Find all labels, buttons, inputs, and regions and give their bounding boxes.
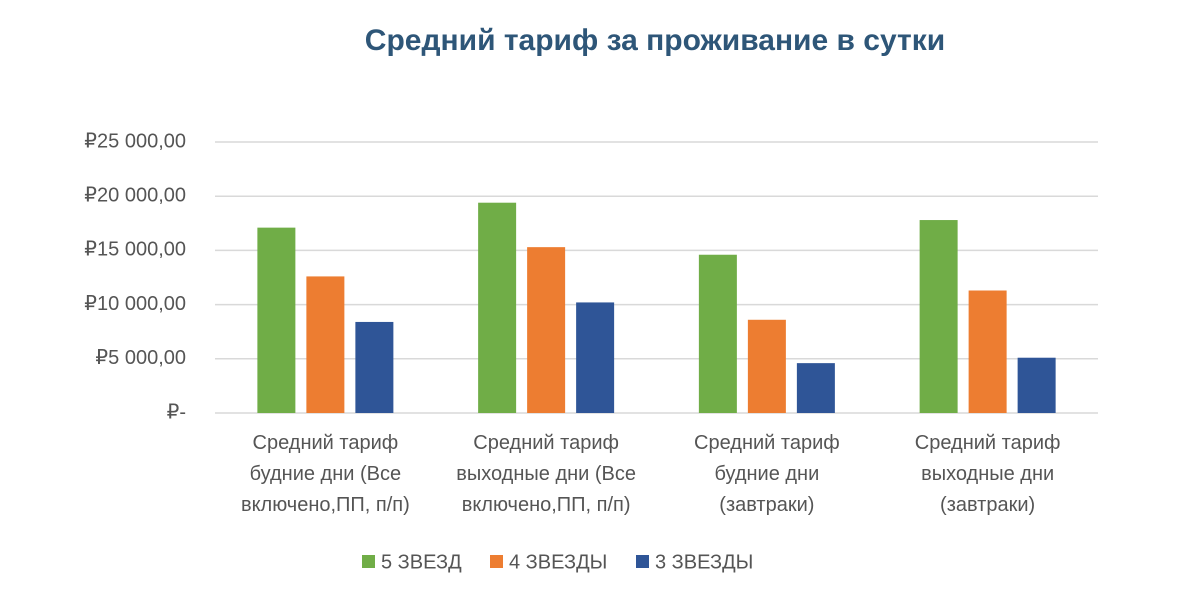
bar — [1017, 357, 1056, 413]
bar — [576, 302, 615, 413]
legend-swatch — [636, 555, 649, 568]
y-tick-label: ₽5 000,00 — [95, 347, 186, 369]
y-tick-label: ₽25 000,00 — [84, 130, 186, 152]
legend-label: 3 ЗВЕЗДЫ — [655, 551, 753, 573]
legend-label: 4 ЗВЕЗДЫ — [509, 551, 607, 573]
chart-title: Средний тариф за проживание в сутки — [365, 24, 945, 57]
x-tick-label: Средний тариф будние дни (Все включено,П… — [240, 432, 410, 516]
bar — [968, 290, 1007, 413]
bar — [796, 363, 835, 413]
bar — [527, 247, 566, 413]
bar — [306, 276, 345, 413]
y-tick-label: ₽- — [167, 401, 186, 423]
x-tick-label: Средний тариф выходные дни (завтраки) — [914, 432, 1061, 516]
x-tick-label: Средний тариф выходные дни (Все включено… — [456, 432, 637, 516]
legend-swatch — [362, 555, 375, 568]
y-tick-label: ₽20 000,00 — [84, 184, 186, 206]
legend-swatch — [490, 555, 503, 568]
y-tick-label: ₽15 000,00 — [84, 239, 186, 261]
y-tick-label: ₽10 000,00 — [84, 293, 186, 315]
x-tick-label: Средний тариф будние дни (завтраки) — [694, 432, 840, 516]
bar — [747, 319, 786, 413]
bar — [355, 321, 394, 413]
legend-label: 5 ЗВЕЗД — [381, 551, 462, 573]
bar — [698, 254, 737, 413]
bar — [919, 220, 958, 413]
bar — [478, 202, 517, 413]
bar — [257, 227, 296, 413]
